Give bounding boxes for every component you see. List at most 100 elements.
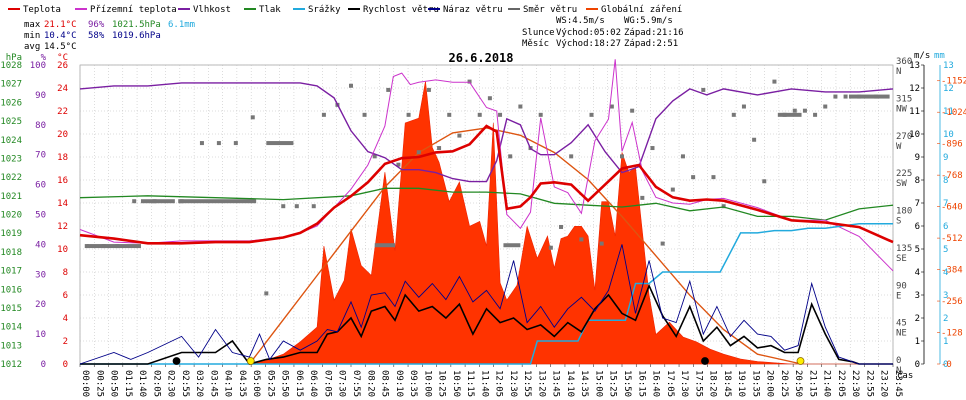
wind-dir-point — [792, 108, 797, 113]
x-tick-label: 23:45 — [893, 370, 903, 397]
legend-label: Rychlost větru — [363, 5, 439, 15]
y-tick-label-deg: 16 — [57, 176, 68, 186]
wind-dir-point — [548, 245, 553, 250]
wind-dir-point — [559, 224, 564, 229]
stats-panel: max 21.1°C 96% 1021.5hPa 6.1mm min 10.4°… — [24, 16, 684, 52]
y-tick-label-deg: 6 — [63, 291, 68, 301]
wind-dir-point — [538, 112, 543, 117]
stat-max-temp: 21.1°C — [44, 20, 77, 30]
wind-dir-point — [741, 104, 746, 109]
wind-gust-stat: WG:5.9m/s — [624, 16, 673, 26]
wind-dir-point — [487, 96, 492, 101]
x-tick-label: 11:40 — [479, 370, 489, 397]
ms-tick-label: 7 — [915, 199, 920, 209]
y-tick-label-hpa: 1012 — [0, 360, 22, 370]
y-tick-label-deg: 8 — [63, 268, 68, 278]
stat-max-label: max — [24, 20, 41, 30]
mm-tick-label: 11 — [943, 107, 954, 117]
dir-tick-label: 0 — [896, 356, 901, 366]
y-tick-label-pct: 80 — [35, 121, 46, 131]
wind-dir-point — [813, 112, 818, 117]
x-tick-label: 20:25 — [779, 370, 789, 397]
ms-tick-label: 3 — [915, 291, 920, 301]
x-tick-label: 00:25 — [94, 370, 104, 397]
stat-max-hum: 96% — [88, 20, 105, 30]
wind-dir-point — [609, 104, 614, 109]
mm-tick-label: 6 — [943, 222, 948, 232]
x-tick-label: 07:55 — [351, 370, 361, 397]
y-tick-label-hpa: 1028 — [0, 61, 22, 71]
y-tick-label-hpa: 1017 — [0, 267, 22, 277]
moonrise-marker — [701, 357, 709, 365]
legend-label: Globální záření — [601, 5, 682, 15]
wind-dir-point — [823, 104, 828, 109]
wind-dir-point — [349, 83, 353, 88]
x-tick-label: 00:50 — [109, 370, 119, 397]
y-tick-label-deg: 2 — [63, 337, 68, 347]
x-tick-label: 03:45 — [208, 370, 218, 397]
x-tick-label: 11:15 — [465, 370, 475, 397]
wm2-tick-label: -0 — [941, 360, 952, 370]
wind-dir-point — [199, 141, 204, 146]
y-tick-label-hpa: 1018 — [0, 248, 22, 258]
x-tick-label: 18:45 — [722, 370, 732, 397]
y-tick-label-hpa: 1019 — [0, 229, 22, 239]
ms-tick-label: 9 — [915, 153, 920, 163]
wind-dir-point — [589, 112, 594, 117]
x-tick-label: 05:25 — [265, 370, 275, 397]
radiation-area — [80, 81, 893, 365]
x-tick-label: 21:15 — [807, 370, 817, 397]
y-axis-title-deg: °C — [57, 53, 68, 63]
markers — [172, 357, 805, 365]
x-tick-label: 07:30 — [337, 370, 347, 397]
x-tick-label: 00:00 — [80, 370, 90, 397]
theoretical-radiation-line — [248, 127, 802, 365]
legend-label: Náraz větru — [443, 5, 503, 15]
wind-dir-point — [691, 175, 696, 180]
wind-dir-run — [503, 243, 521, 248]
plot-area — [79, 59, 894, 365]
y-tick-label-pct: 0 — [41, 360, 46, 370]
rain-line — [80, 222, 893, 365]
wind-dir-point — [731, 112, 736, 117]
x-tick-label: 10:00 — [422, 370, 432, 397]
ms-tick-label: 10 — [909, 130, 920, 140]
x-tick-label: 06:15 — [294, 370, 304, 397]
x-tick-label: 03:20 — [194, 370, 204, 397]
dir-letter-label: S — [896, 217, 901, 227]
chart-title: 26.6.2018 — [448, 51, 513, 65]
x-tick-label: 15:25 — [608, 370, 618, 397]
wind-speed-line — [80, 283, 893, 365]
y-tick-label-hpa: 1020 — [0, 211, 22, 221]
x-tick-label: 02:55 — [180, 370, 190, 397]
wind-dir-run — [266, 141, 294, 146]
ms-tick-label: 1 — [915, 337, 920, 347]
y-tick-label-pct: 70 — [35, 151, 46, 161]
wind-dir-point — [518, 104, 523, 109]
temperature-line — [79, 124, 894, 245]
wind-dir-point — [630, 108, 635, 113]
y-tick-label-deg: 4 — [63, 314, 68, 324]
y-tick-label-hpa: 1014 — [0, 323, 22, 333]
stat-avg-label: avg — [24, 42, 40, 52]
dir-letter-label: W — [896, 142, 902, 152]
dir-letter-label: N — [896, 366, 901, 376]
wind-dir-run — [374, 243, 396, 248]
mm-tick-label: 4 — [943, 268, 948, 278]
x-tick-label: 17:55 — [693, 370, 703, 397]
y-tick-label-pct: 10 — [35, 330, 46, 340]
wm2-tick-label: -512 — [941, 234, 963, 244]
mm-tick-label: 1 — [943, 337, 948, 347]
wind-dir-point — [762, 179, 767, 184]
wm2-tick-label: -384 — [941, 266, 963, 276]
y-tick-label-deg: 10 — [57, 245, 68, 255]
x-tick-label: 15:00 — [593, 370, 603, 397]
wm2-tick-label: -640 — [941, 203, 963, 213]
mm-tick-label: 8 — [943, 176, 948, 186]
x-tick-label: 16:15 — [636, 370, 646, 397]
ms-tick-label: 6 — [915, 222, 920, 232]
y-tick-label-pct: 60 — [35, 181, 46, 191]
dir-tick-label: 90 — [896, 281, 907, 291]
mm-tick-label: 0 — [943, 360, 948, 370]
x-axis-title: čas — [897, 370, 913, 381]
